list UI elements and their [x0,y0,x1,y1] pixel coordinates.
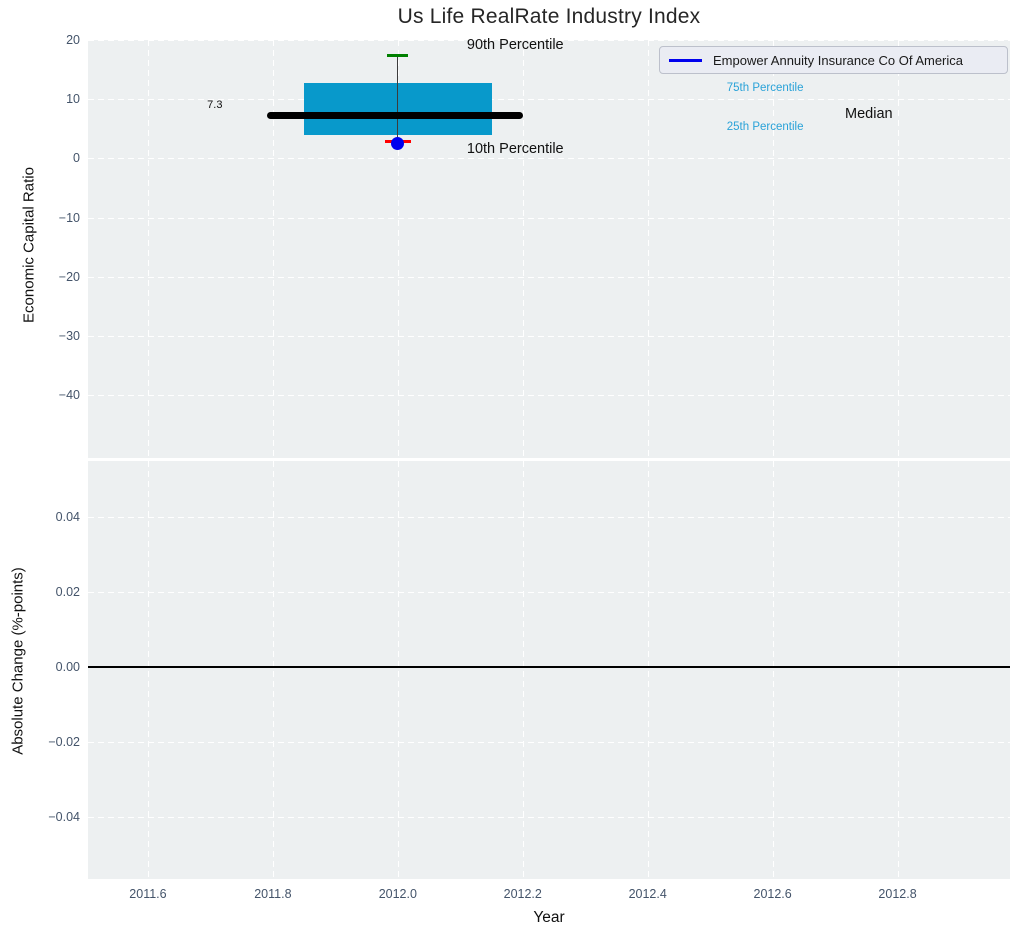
x-tick-label: 2012.8 [878,887,917,901]
gridline-vertical [397,461,399,879]
top-y-tick-label: −40 [58,388,80,403]
legend-box: Empower Annuity Insurance Co Of America [659,46,1008,74]
legend-line-sample-icon [669,58,702,62]
gridline-horizontal [88,99,1010,101]
p10-label: 10th Percentile [466,140,564,157]
x-tick-label: 2011.6 [129,887,167,901]
top-y-axis-label: Economic Capital Ratio [20,167,38,323]
gridline-horizontal [88,817,1010,819]
gridline-vertical [772,40,774,458]
bottom-y-tick-label: 0.04 [55,509,80,524]
zero-line [88,665,1010,668]
p25-label: 25th Percentile [726,121,804,134]
median-line [266,111,523,119]
company-marker-dot [391,137,405,151]
gridline-vertical [897,40,899,458]
x-tick-label: 2012.6 [753,887,792,901]
top-y-tick-label: 0 [73,151,80,166]
gridline-horizontal [88,276,1010,278]
gridline-vertical [147,461,149,879]
gridline-horizontal [88,591,1010,593]
bottom-y-tick-label: −0.02 [48,735,80,750]
gridline-horizontal [88,395,1010,397]
gridline-vertical [272,40,274,458]
gridline-vertical [897,461,899,879]
p90-label: 90th Percentile [466,37,564,54]
top-y-tick-label: −20 [58,269,80,284]
median-label: Median [845,106,893,123]
gridline-vertical [522,461,524,879]
bottom-plot-area [88,461,1010,879]
x-tick-label: 2012.4 [628,887,667,901]
gridline-vertical [772,461,774,879]
bottom-y-tick-label: 0.00 [55,659,80,674]
top-plot-area [88,40,1010,458]
legend-series-label: Empower Annuity Insurance Co Of America [713,52,964,68]
x-tick-label: 2012.2 [503,887,542,901]
chart-title: Us Life RealRate Industry Index [397,5,701,28]
gridline-horizontal [88,217,1010,219]
whisker-line [397,55,399,144]
gridline-horizontal [88,40,1010,41]
x-axis-label: Year [533,909,565,926]
gridline-horizontal [88,158,1010,160]
median-value: 7.3 [207,99,223,112]
gridline-vertical [147,40,149,458]
x-tick-label: 2011.8 [254,887,292,901]
gridline-horizontal [88,742,1010,744]
top-y-tick-label: 20 [66,33,80,47]
gridline-vertical [272,461,274,879]
top-y-tick-label: −30 [58,329,80,344]
top-y-tick-label: −10 [58,210,80,225]
gridline-vertical [397,40,399,458]
x-tick-label: 2012.0 [378,887,417,901]
gridline-vertical [647,40,649,458]
bottom-y-tick-label: −0.04 [48,810,80,825]
bottom-y-tick-label: 0.02 [55,584,80,599]
p75-label: 75th Percentile [726,81,804,94]
p90-cap [387,53,409,57]
gridline-vertical [647,461,649,879]
gridline-horizontal [88,516,1010,518]
top-y-tick-label: 10 [66,92,80,107]
gridline-vertical [522,40,524,458]
gridline-horizontal [88,336,1010,338]
bottom-y-axis-label: Absolute Change (%-points) [9,567,27,755]
